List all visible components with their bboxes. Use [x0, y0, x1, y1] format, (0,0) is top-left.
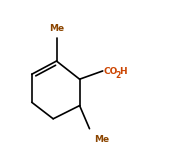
Text: Me: Me [49, 24, 64, 33]
Text: Me: Me [95, 135, 110, 144]
Text: H: H [119, 67, 127, 76]
Text: 2: 2 [115, 71, 121, 80]
Text: CO: CO [103, 67, 118, 76]
